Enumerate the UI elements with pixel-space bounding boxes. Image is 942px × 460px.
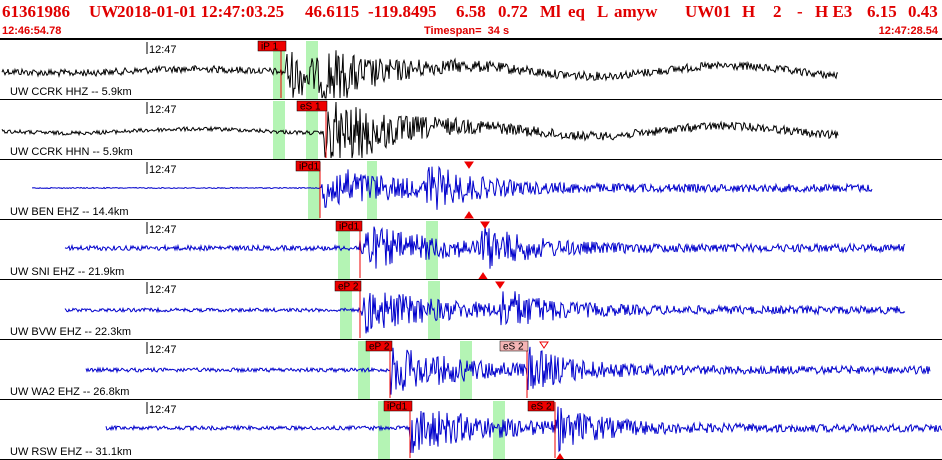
channel-panel[interactable]: eP 2 12:47 UW BVW EHZ -- 22.3km [0, 280, 942, 340]
time-tick-label: 12:47 [149, 44, 177, 56]
waveform-trace [1, 50, 839, 99]
channel-panel[interactable]: iPd1 eS 2 12:47 UW RSW EHZ -- 31.1km [0, 400, 942, 460]
waveform-trace [1, 101, 839, 159]
event-depth: 6.58 [456, 2, 486, 21]
amplitude-marker [464, 211, 474, 219]
event-id: 61361986 [2, 2, 70, 21]
amplitude-marker [464, 161, 474, 169]
waveform-trace [64, 226, 906, 269]
amplitude-marker [555, 453, 565, 460]
pick-label: iPd1 [339, 222, 359, 233]
pick-label: eS 1 [300, 102, 321, 113]
event-dash: - [797, 2, 803, 21]
pick-window [273, 101, 285, 159]
waveform-panel[interactable]: iP 1 12:47 UW CCRK HHZ -- 5.9km eS 1 12:47 UW… [0, 40, 942, 460]
waveform-trace [85, 346, 931, 395]
channel-label: UW BEN EHZ -- 14.4km [10, 206, 129, 218]
channel-label: UW CCRK HHN -- 5.9km [10, 146, 133, 158]
pick-window [367, 161, 377, 219]
event-datetime: 2018-01-01 12:47:03.25 [117, 2, 285, 21]
pick-window [338, 221, 350, 279]
event-author: amyw [614, 2, 658, 21]
event-lon: -119.8495 [368, 2, 437, 21]
pick-label: iPd1 [299, 162, 319, 173]
pick-label: eP 2 [338, 282, 359, 293]
pick-window [308, 161, 320, 219]
amplitude-marker [478, 272, 488, 280]
channel-label: UW BVW EHZ -- 22.3km [10, 326, 131, 338]
start-time: 12:46:54.78 [2, 25, 62, 37]
pick-marker[interactable] [365, 340, 393, 352]
event-quality: H [742, 2, 756, 21]
channel-panel[interactable]: eS 1 12:47 UW CCRK HHN -- 5.9km [0, 100, 942, 160]
channel-panel[interactable]: iPd1 12:47 UW SNI EHZ -- 21.9km [0, 220, 942, 280]
pick-window [273, 41, 285, 99]
pick-marker[interactable] [383, 400, 413, 412]
channel-panel[interactable]: eP 2 eS 2 12:47 UW WA2 EHZ -- 26.8km [0, 340, 942, 400]
event-type: eq [568, 2, 585, 21]
event-header: 61361986 UW 2018-01-01 12:47:03.25 46.61… [0, 0, 942, 38]
end-time: 12:47:28.54 [878, 25, 938, 37]
event-val2: 0.43 [908, 2, 938, 21]
waveform-trace [64, 291, 906, 334]
amplitude-marker [539, 341, 549, 349]
waveform-trace [32, 165, 873, 210]
pick-marker[interactable] [296, 100, 328, 112]
pick-marker[interactable] [257, 40, 287, 52]
event-val1: 6.15 [867, 2, 897, 21]
channel-panel[interactable]: iPd1 12:47 UW BEN EHZ -- 14.4km [0, 160, 942, 220]
pick-marker[interactable] [334, 280, 362, 292]
pick-window [378, 401, 390, 459]
pick-marker[interactable] [295, 160, 321, 172]
event-lat: 46.6115 [305, 2, 360, 21]
amplitude-marker [480, 221, 490, 229]
channel-label: UW RSW EHZ -- 31.1km [10, 446, 132, 458]
event-count: 2 [773, 2, 782, 21]
event-mag-type: Ml [540, 2, 561, 21]
time-tick-label: 12:47 [149, 344, 177, 356]
pick-marker[interactable] [499, 340, 529, 352]
amplitude-marker [495, 281, 505, 289]
pick-label: iP 1 [261, 42, 278, 53]
pick-label: iPd1 [387, 402, 407, 413]
pick-label: eP 2 [369, 342, 390, 353]
channel-label: UW SNI EHZ -- 21.9km [10, 266, 124, 278]
channel-label: UW CCRK HHZ -- 5.9km [10, 86, 132, 98]
time-tick-label: 12:47 [149, 284, 177, 296]
channel-panel[interactable]: iP 1 12:47 UW CCRK HHZ -- 5.9km [0, 40, 942, 100]
pick-marker[interactable] [527, 400, 555, 412]
event-code: 01 [714, 2, 731, 21]
time-tick-label: 12:47 [149, 104, 177, 116]
event-status: H E3 [815, 2, 853, 21]
pick-marker[interactable] [335, 220, 363, 232]
time-tick-label: 12:47 [149, 164, 177, 176]
header-separator [0, 38, 942, 40]
event-origin-net: UW [685, 2, 715, 21]
channel-label: UW WA2 EHZ -- 26.8km [10, 386, 129, 398]
time-tick-label: 12:47 [149, 404, 177, 416]
event-network: UW [89, 2, 119, 21]
event-magnitude: 0.72 [498, 2, 528, 21]
pick-window [306, 101, 318, 159]
event-flag: L [597, 2, 609, 21]
pick-label: eS 2 [531, 402, 552, 413]
time-tick-label: 12:47 [149, 224, 177, 236]
waveform-trace [105, 406, 942, 454]
pick-label: eS 2 [503, 342, 524, 353]
timespan-label: Timespan= 34 s [424, 25, 510, 37]
pick-window [426, 221, 438, 279]
